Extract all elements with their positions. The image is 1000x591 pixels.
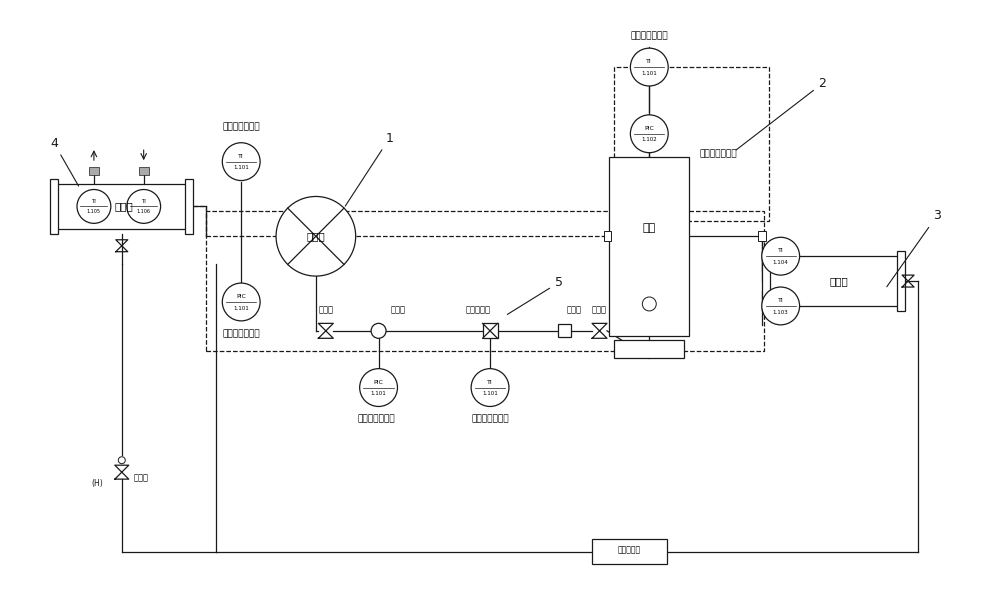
Bar — [762, 251, 770, 311]
Text: 排气温度传感器: 排气温度传感器 — [630, 31, 668, 40]
Bar — [604, 231, 611, 241]
Circle shape — [642, 297, 656, 311]
Bar — [769, 256, 898, 306]
Text: TI: TI — [91, 199, 96, 204]
Bar — [139, 167, 149, 175]
Bar — [50, 179, 58, 234]
Circle shape — [371, 323, 386, 338]
Bar — [558, 324, 571, 337]
Bar — [614, 340, 684, 358]
Bar — [897, 251, 905, 311]
Bar — [614, 67, 769, 222]
Text: 5: 5 — [507, 276, 563, 314]
Text: TI: TI — [646, 59, 652, 64]
Text: 1.106: 1.106 — [137, 209, 151, 215]
Bar — [483, 323, 498, 338]
Text: 1.102: 1.102 — [641, 137, 657, 142]
Text: 供油压力传感器: 供油压力传感器 — [358, 414, 395, 423]
Circle shape — [77, 190, 111, 223]
Text: 蒸发器: 蒸发器 — [114, 202, 133, 212]
Text: TI: TI — [778, 248, 784, 254]
Text: 过滤器: 过滤器 — [567, 305, 582, 314]
Text: 压缩机: 压缩机 — [306, 231, 325, 241]
Text: (H): (H) — [91, 479, 103, 488]
Text: 排气压力传感器: 排气压力传感器 — [699, 150, 737, 159]
Text: TI: TI — [487, 380, 493, 385]
Text: 1.101: 1.101 — [233, 306, 249, 310]
Bar — [185, 179, 193, 234]
Text: 吸气温度传感器: 吸气温度传感器 — [222, 123, 260, 132]
Text: 1.105: 1.105 — [87, 209, 101, 215]
Bar — [592, 539, 667, 564]
Text: 2: 2 — [736, 77, 826, 150]
Circle shape — [276, 196, 356, 276]
Text: 供油电磁阀: 供油电磁阀 — [465, 305, 490, 314]
Bar — [758, 231, 766, 241]
Bar — [57, 184, 186, 229]
Text: PIC: PIC — [236, 294, 246, 299]
Text: 截止阀: 截止阀 — [318, 305, 333, 314]
Text: 3: 3 — [887, 209, 941, 287]
Text: 吸气压力传感器: 吸气压力传感器 — [222, 329, 260, 338]
Text: 1.101: 1.101 — [371, 391, 386, 396]
Circle shape — [471, 369, 509, 407]
Text: PIC: PIC — [644, 126, 654, 131]
Circle shape — [762, 287, 800, 325]
Text: 冷凝器: 冷凝器 — [829, 276, 848, 286]
Text: 1.104: 1.104 — [773, 259, 789, 265]
Text: TI: TI — [778, 298, 784, 303]
Text: 4: 4 — [50, 137, 79, 186]
Text: 1.101: 1.101 — [233, 165, 249, 170]
Circle shape — [360, 369, 397, 407]
Bar — [609, 157, 689, 336]
Bar — [206, 212, 764, 350]
Circle shape — [762, 237, 800, 275]
Text: 节流阀: 节流阀 — [134, 473, 149, 483]
Bar — [89, 167, 99, 175]
Text: PIC: PIC — [374, 380, 384, 385]
Text: 供油温度传感器: 供油温度传感器 — [471, 414, 509, 423]
Circle shape — [222, 283, 260, 321]
Text: 截止阀: 截止阀 — [592, 305, 607, 314]
Circle shape — [630, 115, 668, 152]
Text: 油分: 油分 — [643, 223, 656, 233]
Text: 1.101: 1.101 — [482, 391, 498, 396]
Circle shape — [222, 142, 260, 180]
Text: 视液镜: 视液镜 — [391, 305, 406, 314]
Circle shape — [127, 190, 161, 223]
Text: TI: TI — [141, 199, 146, 204]
Circle shape — [118, 457, 125, 464]
Text: 1.101: 1.101 — [641, 71, 657, 76]
Text: TI: TI — [238, 154, 244, 159]
Circle shape — [630, 48, 668, 86]
Text: 干燥过滤器: 干燥过滤器 — [618, 545, 641, 554]
Text: 1.103: 1.103 — [773, 310, 789, 314]
Text: 1: 1 — [345, 132, 393, 206]
